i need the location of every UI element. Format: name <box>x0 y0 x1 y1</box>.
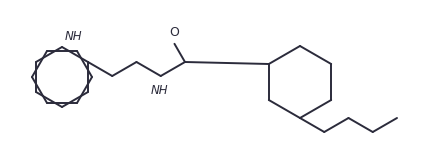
Text: O: O <box>170 26 179 39</box>
Text: NH: NH <box>151 84 168 97</box>
Text: NH: NH <box>65 30 83 43</box>
